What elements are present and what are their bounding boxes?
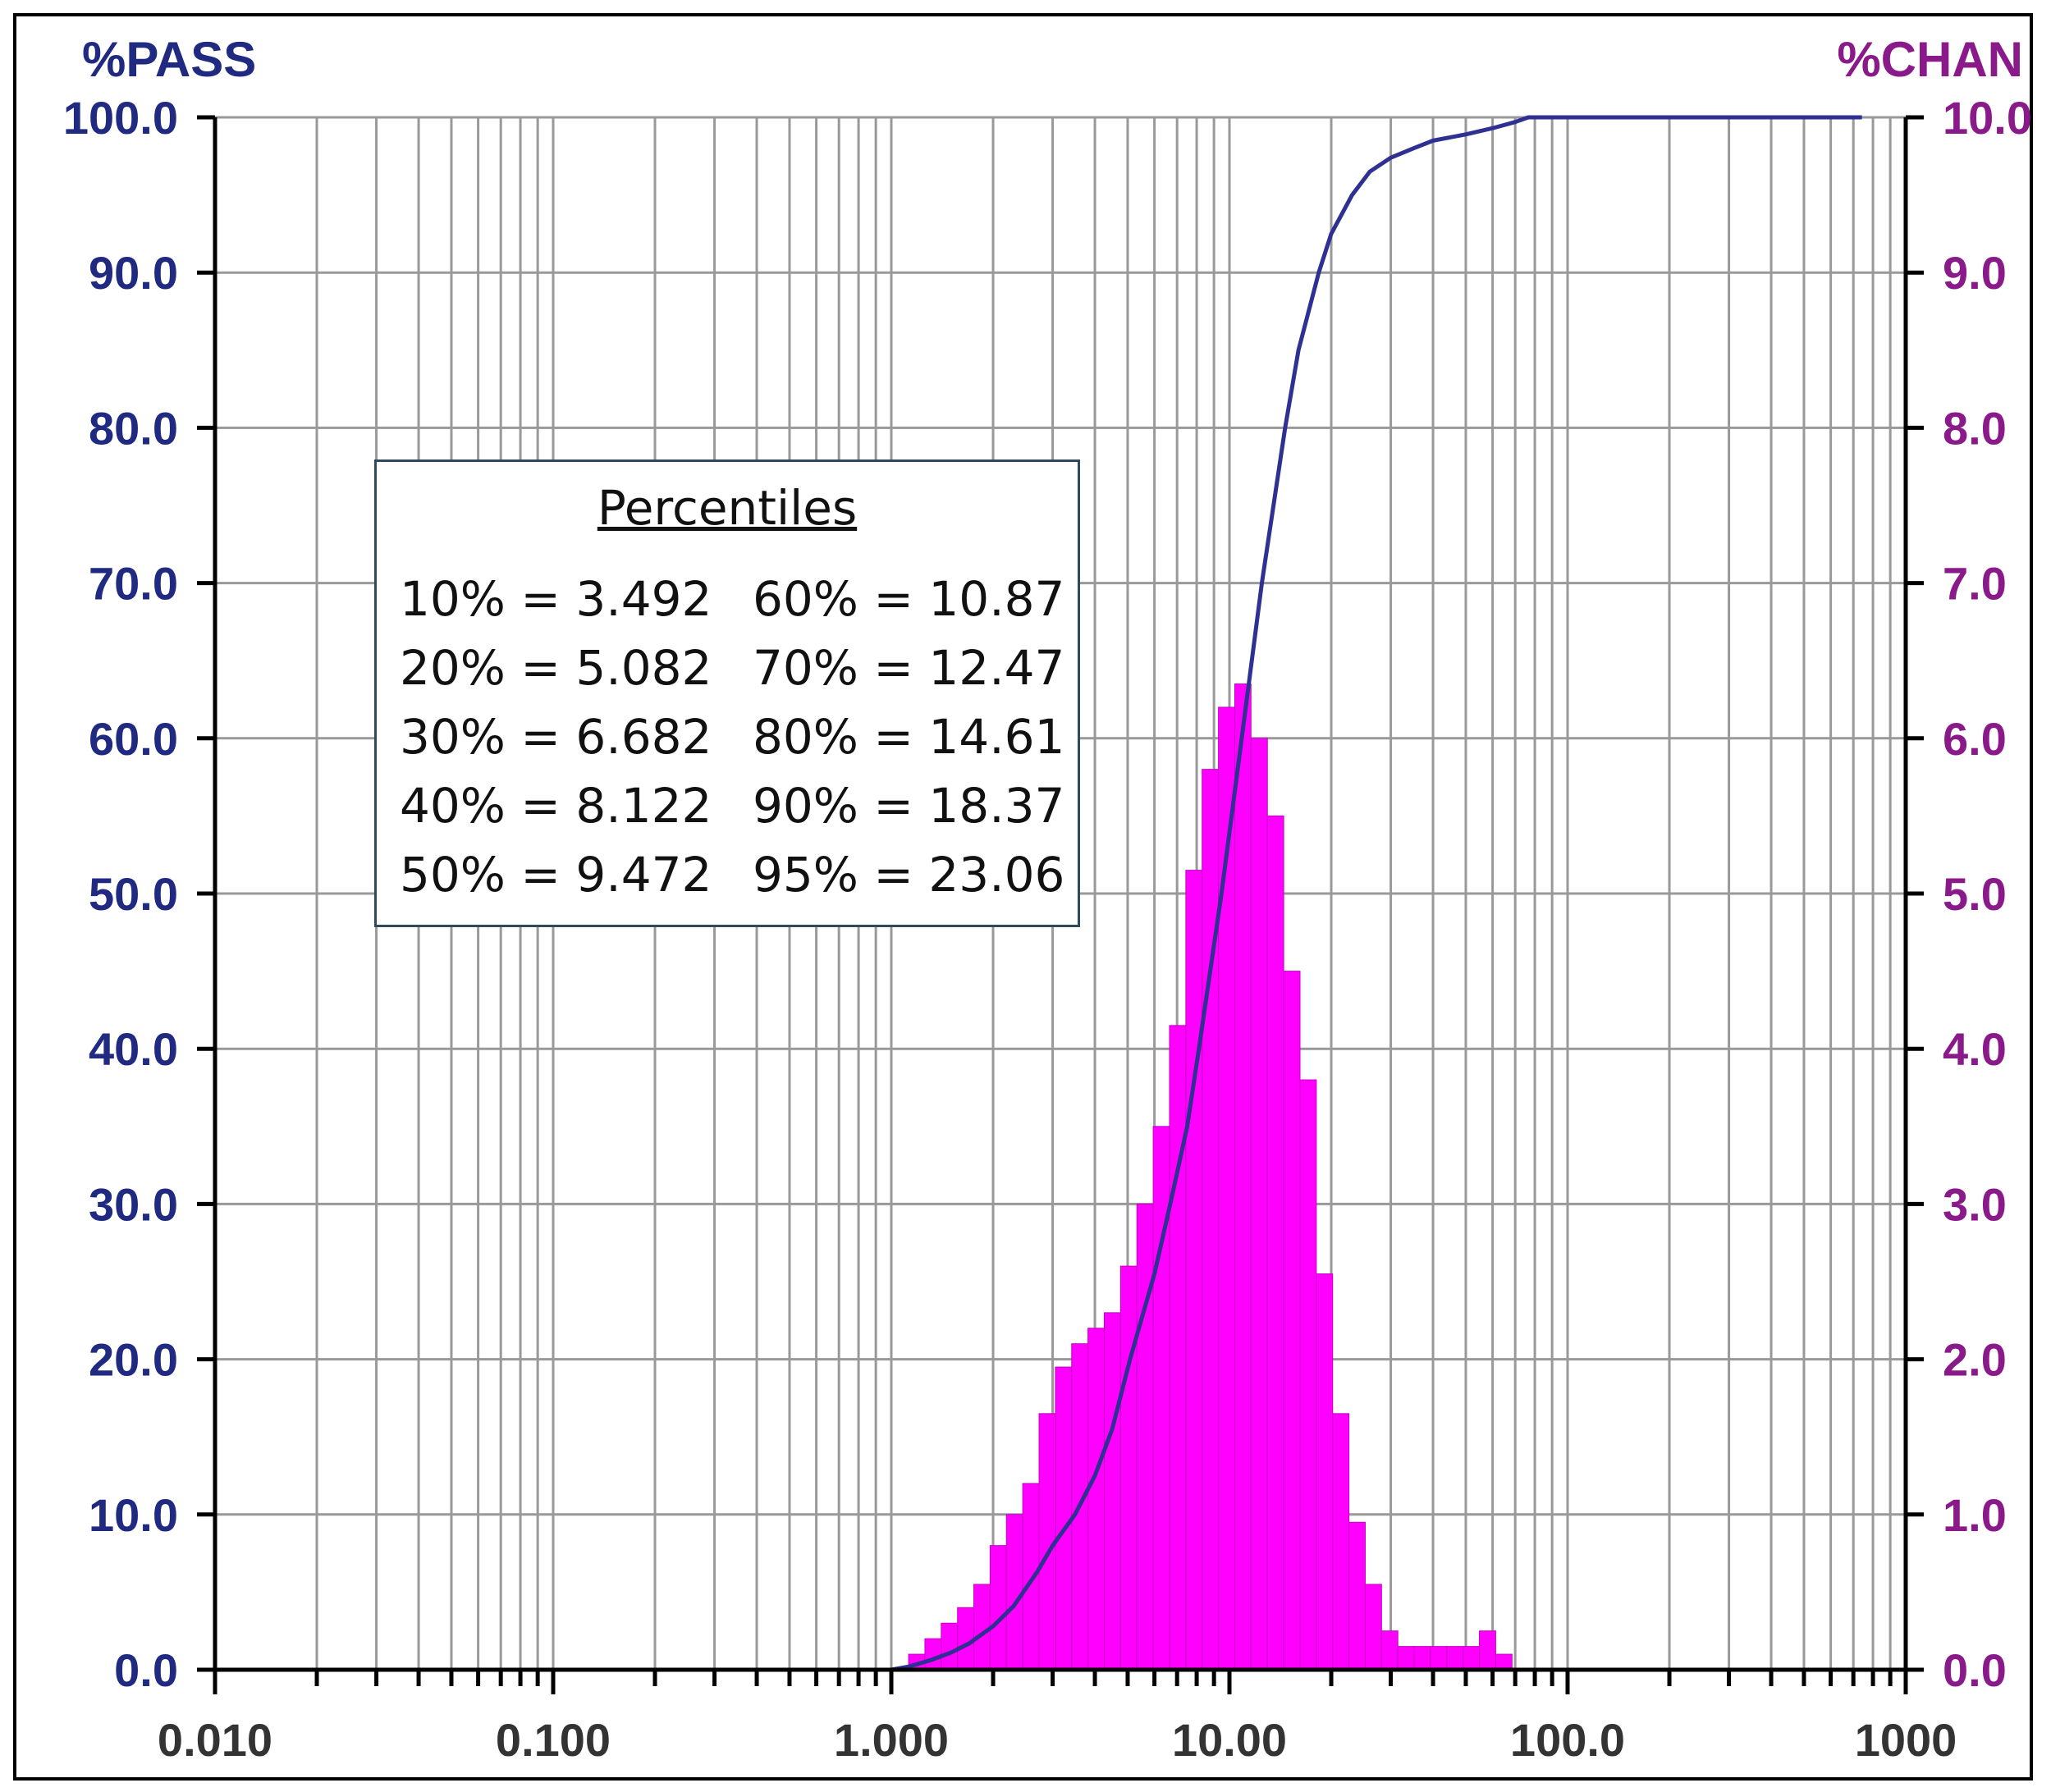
percentile-70: 70% = 12.47 bbox=[753, 640, 1065, 696]
percentile-90: 90% = 18.37 bbox=[753, 778, 1065, 834]
y-tick-label-left: 60.0 bbox=[89, 713, 178, 765]
y-axis-right-title: %CHAN bbox=[1837, 32, 2023, 87]
y-tick-label-right: 6.0 bbox=[1943, 713, 2007, 765]
percentile-60: 60% = 10.87 bbox=[753, 571, 1065, 627]
histogram-bar bbox=[1169, 1025, 1187, 1671]
histogram-bar bbox=[957, 1607, 975, 1671]
percentile-30: 30% = 6.682 bbox=[400, 709, 712, 765]
histogram-bar bbox=[973, 1584, 991, 1671]
axes bbox=[197, 115, 1924, 1694]
histogram-bar bbox=[924, 1638, 942, 1671]
percentiles-box: Percentiles 10% = 3.492 20% = 5.082 30% … bbox=[374, 459, 1080, 927]
histogram-bar bbox=[989, 1545, 1007, 1671]
y-tick-label-left: 80.0 bbox=[89, 402, 178, 454]
histogram-bar bbox=[1430, 1646, 1448, 1671]
x-tick-label: 0.100 bbox=[496, 1714, 611, 1766]
y-axis-left-title: %PASS bbox=[82, 32, 256, 87]
y-tick-label-right: 3.0 bbox=[1943, 1178, 2007, 1230]
y-tick-label-right: 4.0 bbox=[1943, 1023, 2007, 1075]
cumulative-curve-layer bbox=[343, 115, 1862, 1672]
histogram-bar bbox=[941, 1622, 959, 1671]
histogram-bar bbox=[1005, 1514, 1023, 1671]
percentiles-right-column: 60% = 10.87 70% = 12.47 80% = 14.61 90% … bbox=[753, 565, 1064, 909]
histogram-bar bbox=[1087, 1328, 1105, 1671]
histogram-bar bbox=[1479, 1630, 1496, 1671]
cumulative-curve bbox=[343, 115, 1862, 1672]
histogram-bar bbox=[1283, 971, 1301, 1671]
histogram-bar bbox=[1055, 1366, 1073, 1671]
y-tick-label-left: 90.0 bbox=[89, 247, 178, 299]
percentile-40: 40% = 8.122 bbox=[400, 778, 712, 834]
histogram-bar bbox=[1413, 1646, 1431, 1671]
histogram-bar bbox=[1463, 1646, 1481, 1671]
x-tick-label: 0.010 bbox=[158, 1714, 272, 1766]
percentile-95: 95% = 23.06 bbox=[753, 847, 1065, 903]
y-tick-label-left: 10.0 bbox=[89, 1489, 178, 1541]
histogram-bar bbox=[1202, 769, 1220, 1671]
y-tick-label-left: 40.0 bbox=[89, 1023, 178, 1075]
y-tick-label-left: 70.0 bbox=[89, 558, 178, 610]
histogram-bar bbox=[1495, 1653, 1513, 1671]
y-tick-label-left: 30.0 bbox=[89, 1178, 178, 1230]
histogram-bar bbox=[1266, 815, 1284, 1671]
histogram-bar bbox=[1316, 1273, 1334, 1671]
x-tick-label: 1.000 bbox=[834, 1714, 949, 1766]
axis-labels: 0.0 0.0 10.0 1.0 20.0 2.0 30.0 3.0 40.0 4.0 50.0 5.… bbox=[63, 92, 2032, 1766]
histogram-bar bbox=[1380, 1630, 1399, 1671]
percentile-50: 50% = 9.472 bbox=[400, 847, 712, 903]
x-tick-label: 1000 bbox=[1855, 1714, 1957, 1766]
y-tick-label-left: 50.0 bbox=[89, 868, 178, 920]
y-tick-label-right: 0.0 bbox=[1943, 1644, 2007, 1696]
y-tick-label-left: 0.0 bbox=[114, 1644, 178, 1696]
y-tick-label-right: 10.0 bbox=[1943, 92, 2032, 144]
histogram-bar bbox=[1299, 1079, 1317, 1671]
histogram-bar bbox=[1348, 1521, 1366, 1671]
x-tick-label: 10.00 bbox=[1172, 1714, 1287, 1766]
y-tick-label-right: 2.0 bbox=[1943, 1334, 2007, 1386]
percentiles-title: Percentiles bbox=[597, 480, 858, 536]
percentiles-left-column: 10% = 3.492 20% = 5.082 30% = 6.682 40% … bbox=[400, 565, 712, 909]
histogram-bar bbox=[1250, 738, 1268, 1671]
histogram-bar bbox=[1446, 1646, 1464, 1671]
y-tick-label-right: 8.0 bbox=[1943, 402, 2007, 454]
histogram-bar bbox=[1103, 1312, 1121, 1671]
histogram-bar bbox=[1022, 1483, 1040, 1671]
y-tick-label-right: 9.0 bbox=[1943, 247, 2007, 299]
histogram-bar bbox=[1397, 1646, 1415, 1671]
y-tick-label-left: 100.0 bbox=[63, 92, 178, 144]
percentile-10: 10% = 3.492 bbox=[400, 571, 712, 627]
histogram-bar bbox=[1332, 1413, 1350, 1671]
histogram-bar bbox=[1185, 870, 1203, 1671]
histogram-bar bbox=[1136, 1203, 1154, 1671]
histogram-bar bbox=[1234, 683, 1252, 1671]
x-tick-label: 100.0 bbox=[1510, 1714, 1625, 1766]
y-tick-label-right: 5.0 bbox=[1943, 868, 2007, 920]
histogram-bar bbox=[1364, 1584, 1382, 1671]
percentile-80: 80% = 14.61 bbox=[753, 709, 1065, 765]
percentile-20: 20% = 5.082 bbox=[400, 640, 712, 696]
histogram-bar bbox=[1119, 1265, 1138, 1671]
histogram-bar bbox=[1152, 1126, 1170, 1671]
y-tick-label-right: 1.0 bbox=[1943, 1489, 2007, 1541]
y-tick-label-right: 7.0 bbox=[1943, 558, 2007, 610]
y-tick-label-left: 20.0 bbox=[89, 1334, 178, 1386]
